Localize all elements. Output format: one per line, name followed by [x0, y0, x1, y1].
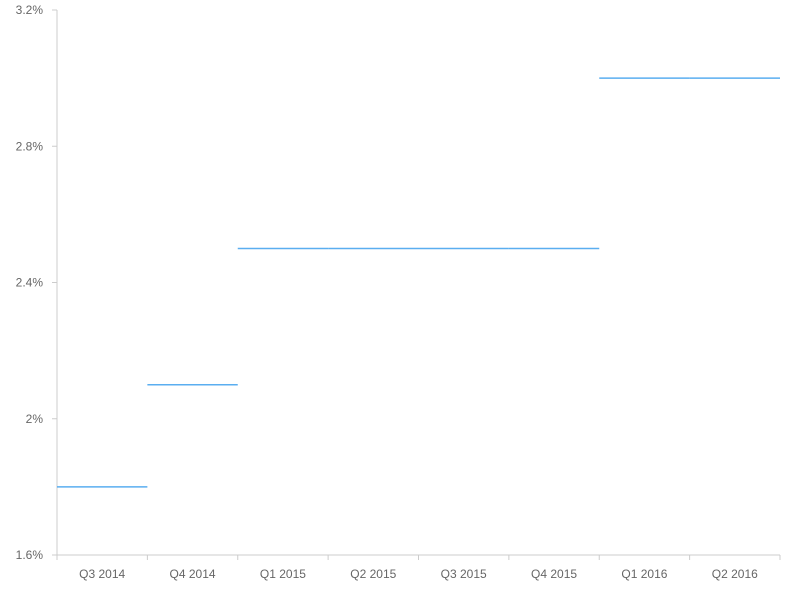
y-axis: 1.6% 2% 2.4% 2.8% 3.2%: [16, 3, 58, 562]
x-tick-label: Q3 2015: [441, 567, 487, 581]
x-tick-label: Q4 2015: [531, 567, 577, 581]
y-tick-label: 2%: [26, 412, 44, 426]
series-steps: [57, 77, 780, 488]
x-tick-label: Q2 2016: [712, 567, 758, 581]
y-tick-label: 2.4%: [16, 276, 44, 290]
x-tick-label: Q3 2014: [79, 567, 125, 581]
x-tick-label: Q4 2014: [170, 567, 216, 581]
y-tick-label: 2.8%: [16, 139, 44, 153]
x-axis: Q3 2014 Q4 2014 Q1 2015 Q2 2015 Q3 2015 Q4 20…: [56, 554, 781, 581]
x-tick-label: Q1 2015: [260, 567, 306, 581]
x-tick-label: Q2 2015: [350, 567, 396, 581]
x-tick-label: Q1 2016: [621, 567, 667, 581]
y-tick-label: 3.2%: [16, 3, 44, 17]
y-tick-label: 1.6%: [16, 548, 44, 562]
